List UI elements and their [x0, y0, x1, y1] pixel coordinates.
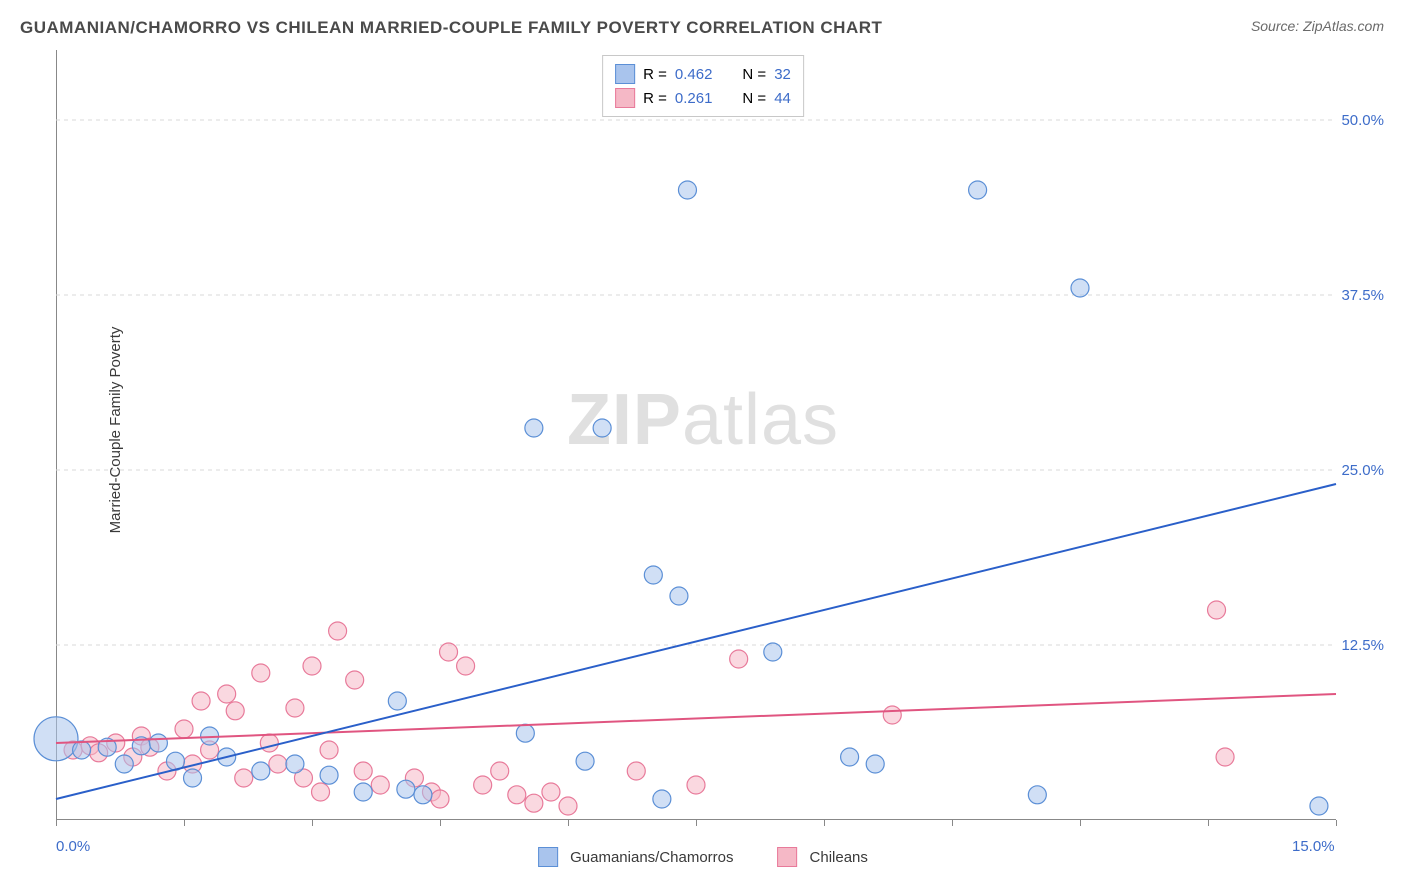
- series-legend: Guamanians/Chamorros Chileans: [538, 847, 868, 867]
- x-tick: [824, 820, 825, 826]
- y-tick-label: 37.5%: [1341, 287, 1384, 304]
- y-tick-label: 25.0%: [1341, 462, 1384, 479]
- source-label: Source: ZipAtlas.com: [1251, 18, 1384, 34]
- y-tick-label: 50.0%: [1341, 112, 1384, 129]
- legend-swatch-pink: [615, 88, 635, 108]
- x-tick: [952, 820, 953, 826]
- x-tick: [184, 820, 185, 826]
- correlation-legend: R = 0.462 N = 32 R = 0.261 N = 44: [602, 55, 804, 117]
- x-tick: [312, 820, 313, 826]
- legend-r-pink: 0.261: [675, 90, 713, 107]
- legend-n-blue: 32: [774, 66, 791, 83]
- legend-row-blue: R = 0.462 N = 32: [615, 62, 791, 86]
- x-tick: [1208, 820, 1209, 826]
- x-tick-label: 0.0%: [56, 838, 90, 855]
- x-tick: [1336, 820, 1337, 826]
- legend-n-prefix: N =: [742, 66, 766, 83]
- x-tick: [568, 820, 569, 826]
- chart-title: GUAMANIAN/CHAMORRO VS CHILEAN MARRIED-CO…: [20, 18, 882, 38]
- legend-swatch-pink-bottom: [778, 847, 798, 867]
- legend-swatch-blue-bottom: [538, 847, 558, 867]
- legend-label-pink: Chileans: [810, 849, 868, 866]
- y-tick-label: 12.5%: [1341, 637, 1384, 654]
- legend-label-blue: Guamanians/Chamorros: [570, 849, 733, 866]
- legend-row-pink: R = 0.261 N = 44: [615, 86, 791, 110]
- legend-n-pink: 44: [774, 90, 791, 107]
- x-tick-label: 15.0%: [1292, 838, 1335, 855]
- x-tick: [440, 820, 441, 826]
- legend-r-prefix: R =: [643, 66, 667, 83]
- x-tick: [1080, 820, 1081, 826]
- chart-svg: [56, 50, 1336, 820]
- x-tick: [56, 820, 57, 826]
- legend-n-prefix-2: N =: [742, 90, 766, 107]
- x-tick: [696, 820, 697, 826]
- legend-swatch-blue: [615, 64, 635, 84]
- legend-r-blue: 0.462: [675, 66, 713, 83]
- legend-r-prefix-2: R =: [643, 90, 667, 107]
